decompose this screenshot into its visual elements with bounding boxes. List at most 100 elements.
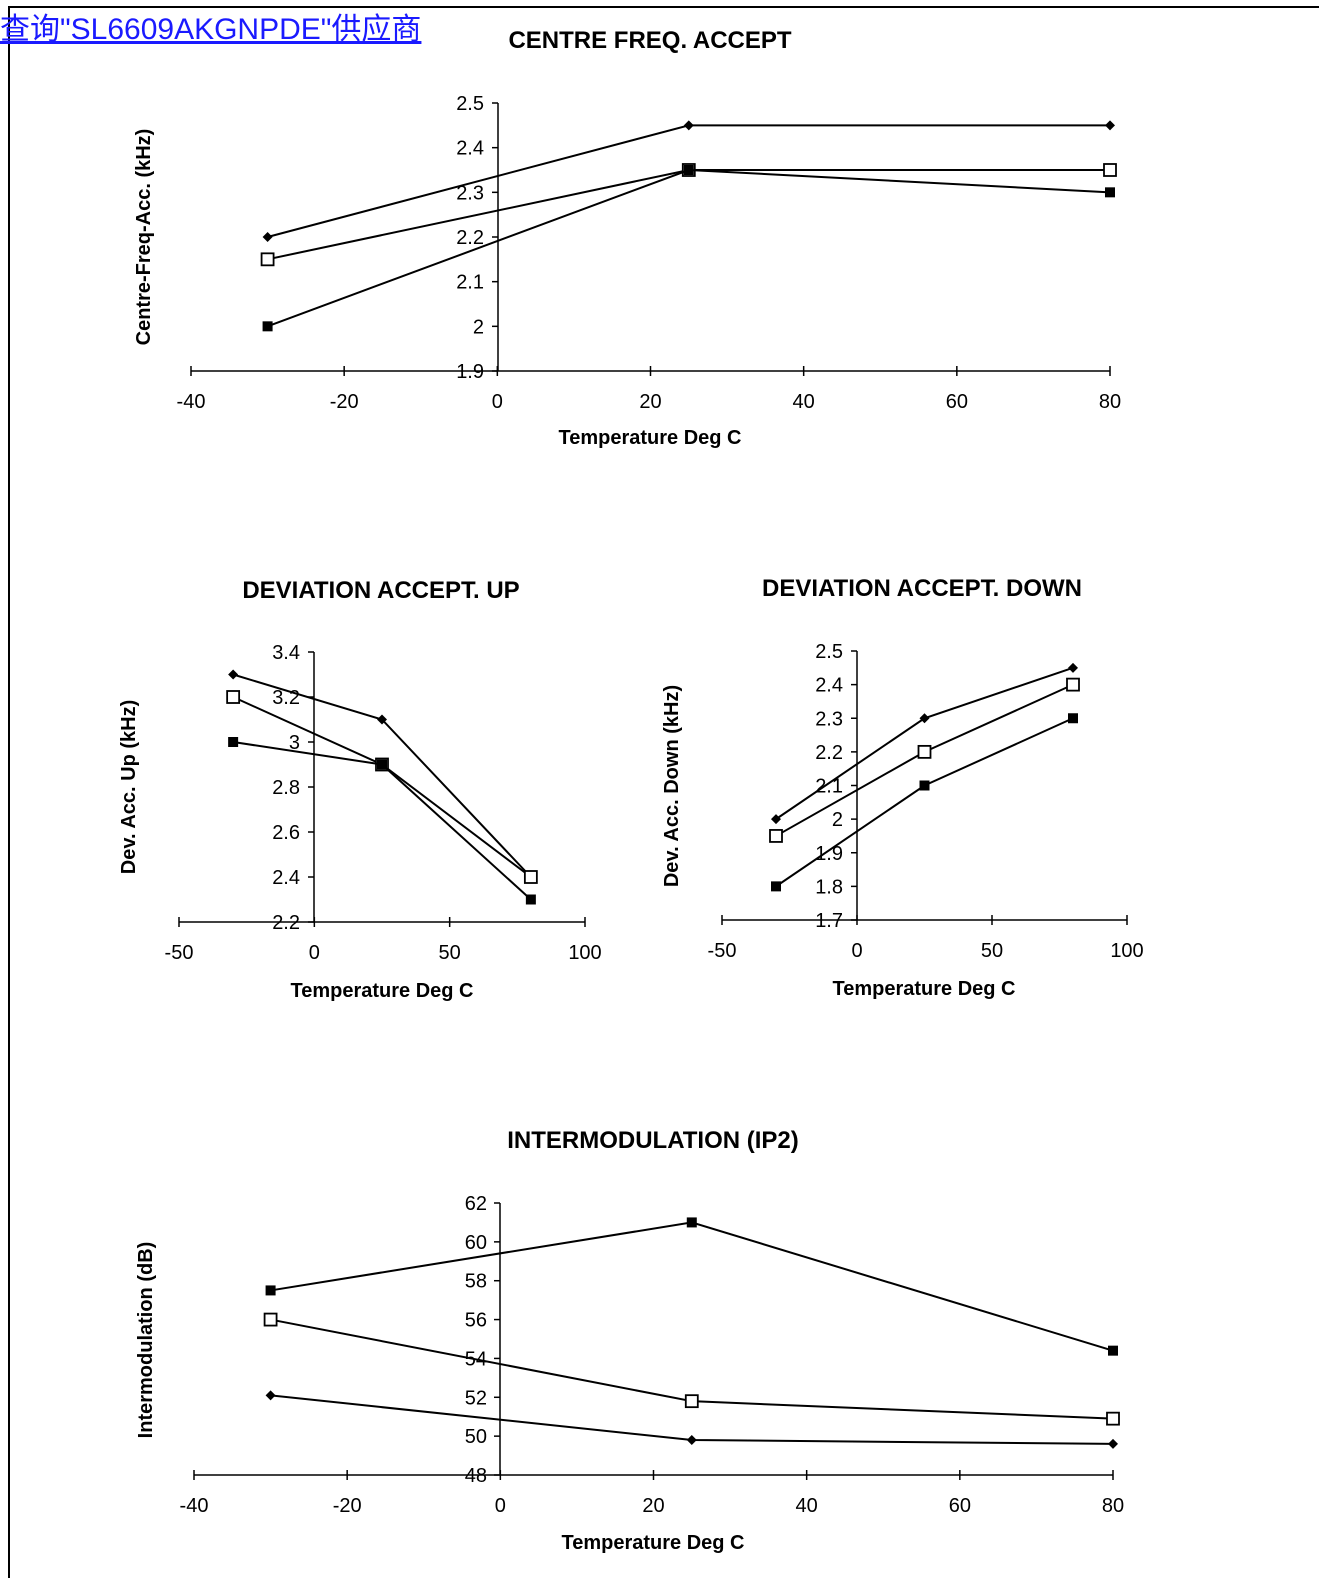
data-point-diamond [686, 1435, 697, 1446]
y-tick-label: 2.2 [272, 912, 300, 934]
x-tick-label: -40 [177, 391, 206, 413]
data-point-filled-square [683, 165, 694, 175]
x-tick-label: -20 [330, 391, 359, 413]
chart-deviation-down: DEVIATION ACCEPT. DOWN -50 0 50 100 1.7 1.8 1.9… [661, 575, 1144, 1000]
x-tick-label: 80 [1099, 391, 1121, 413]
x-tick-label: 0 [495, 1495, 506, 1517]
y-tick-label: 1.7 [815, 910, 843, 932]
y-axis-label: Intermodulation (dB) [135, 1242, 157, 1439]
data-point-filled-square [262, 321, 273, 332]
data-point-filled-square [1108, 1345, 1118, 1356]
x-tick-label: 40 [793, 391, 815, 413]
x-tick-label: 40 [796, 1495, 818, 1517]
y-axis-label: Dev. Acc. Up (kHz) [118, 700, 140, 874]
data-point-filled-square [686, 1217, 697, 1228]
y-axis-label: Dev. Acc. Down (kHz) [661, 685, 683, 887]
y-tick-label: 2 [832, 809, 843, 831]
x-tick-label: 20 [642, 1495, 664, 1517]
supplier-query-link[interactable]: 查询"SL6609AKGNPDE"供应商 [0, 13, 422, 46]
x-tick-label: 0 [309, 942, 320, 964]
series-line [267, 169, 1110, 261]
x-tick-label: 100 [1110, 940, 1143, 962]
y-tick-label: 56 [465, 1310, 487, 1332]
data-point-diamond [919, 713, 930, 724]
y-tick-label: 1.9 [815, 843, 843, 865]
chart-title: INTERMODULATION (IP2) [507, 1127, 799, 1154]
y-tick-label: 60 [465, 1232, 487, 1254]
series-filled-square [228, 737, 536, 905]
data-point-open-square [226, 690, 241, 704]
data-point-diamond [771, 814, 781, 825]
y-tick-label: 2.3 [456, 182, 484, 204]
y-tick-label: 2.5 [815, 641, 843, 663]
y-tick-label: 3.4 [272, 642, 300, 664]
y-tick-label: 2.5 [456, 93, 484, 115]
y-tick-label: 2.2 [815, 742, 843, 764]
x-tick-label: -20 [333, 1495, 362, 1517]
chart-title: DEVIATION ACCEPT. DOWN [762, 575, 1082, 602]
y-axis-label: Centre-Freq-Acc. (kHz) [133, 129, 155, 346]
series-line [267, 124, 1110, 238]
data-point-diamond [228, 669, 239, 680]
y-tick-label: 2.2 [456, 227, 484, 249]
data-point-filled-square [377, 759, 387, 770]
chart-centre-freq: CENTRE FREQ. ACCEPT -40 -20 0 20 40 60 80 1.9 2 2.… [133, 27, 1121, 449]
x-tick-label: 50 [981, 940, 1003, 962]
data-point-open-square [263, 1312, 278, 1327]
series-diamond [771, 662, 1078, 825]
data-point-open-square [684, 1394, 699, 1409]
y-tick-label: 52 [465, 1387, 487, 1409]
data-point-open-square [1066, 677, 1080, 692]
data-point-diamond [1108, 1438, 1118, 1449]
series-diamond [265, 1390, 1118, 1449]
y-tick-label: 58 [465, 1271, 487, 1293]
x-tick-label: 20 [639, 391, 661, 413]
chart-title: DEVIATION ACCEPT. UP [242, 577, 519, 604]
data-point-filled-square [1068, 713, 1078, 724]
data-point-diamond [1105, 120, 1115, 131]
data-point-filled-square [1105, 187, 1115, 198]
data-point-diamond [262, 232, 273, 242]
y-tick-label: 1.9 [456, 361, 484, 383]
data-point-filled-square [771, 881, 781, 892]
series-diamond [262, 120, 1115, 242]
chart-deviation-up: DEVIATION ACCEPT. UP -50 0 50 100 2.2 2.4 2.6 2.… [118, 577, 602, 1002]
y-tick-label: 1.8 [815, 876, 843, 898]
series-open-square [769, 677, 1080, 843]
data-point-filled-square [919, 780, 930, 791]
y-tick-label: 2.3 [815, 708, 843, 730]
data-point-diamond [1068, 662, 1078, 673]
data-point-open-square [769, 829, 783, 843]
y-tick-label: 2.4 [456, 138, 484, 160]
chart-title: CENTRE FREQ. ACCEPT [508, 27, 791, 54]
data-point-open-square [260, 252, 275, 267]
series-line [267, 168, 1111, 328]
y-tick-label: 2.6 [272, 822, 300, 844]
x-tick-label: 80 [1102, 1495, 1124, 1517]
data-point-filled-square [525, 894, 536, 905]
y-tick-label: 48 [465, 1465, 487, 1487]
series-open-square [260, 163, 1117, 267]
data-point-diamond [683, 120, 694, 131]
data-point-open-square [523, 870, 538, 884]
data-point-diamond [377, 714, 387, 725]
y-tick-label: 2.4 [272, 867, 300, 889]
x-tick-label: 100 [568, 942, 601, 964]
series-open-square [263, 1312, 1120, 1426]
y-tick-label: 2 [473, 316, 484, 338]
x-axis-label: Temperature Deg C [561, 1532, 744, 1554]
x-tick-label: -50 [708, 940, 737, 962]
data-point-diamond [265, 1390, 276, 1401]
page-frame [8, 6, 1319, 1578]
x-axis-label: Temperature Deg C [290, 980, 473, 1002]
data-point-open-square [1106, 1411, 1120, 1426]
y-tick-label: 2.8 [272, 777, 300, 799]
y-tick-label: 3 [289, 732, 300, 754]
x-tick-label: 50 [439, 942, 461, 964]
x-tick-label: -50 [165, 942, 194, 964]
x-axis-label: Temperature Deg C [558, 427, 741, 449]
y-tick-label: 2.1 [456, 272, 484, 294]
y-tick-label: 62 [465, 1193, 487, 1215]
x-tick-label: 0 [851, 940, 862, 962]
data-point-open-square [917, 744, 932, 759]
